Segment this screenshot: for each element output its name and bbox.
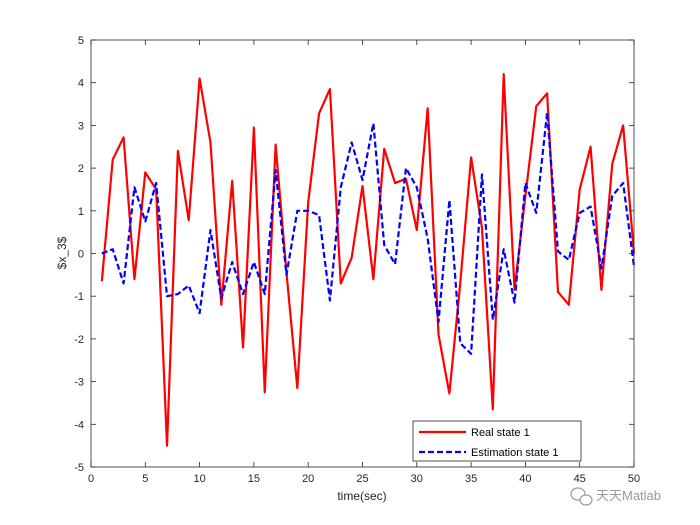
x-tick-label: 10 (193, 473, 205, 485)
y-tick-label: -2 (74, 334, 84, 346)
x-tick-label: 20 (302, 473, 314, 485)
x-tick-label: 30 (411, 473, 423, 485)
series-line-estimation-state (101, 111, 636, 355)
x-tick-label: 25 (356, 473, 368, 485)
y-tick-label: 2 (78, 163, 84, 175)
y-tick-label: 5 (78, 35, 84, 47)
y-tick-label: -1 (74, 291, 84, 303)
watermark: 天天Matlab (570, 487, 661, 506)
y-tick-label: -5 (74, 462, 84, 474)
y-tick-label: 1 (78, 206, 84, 218)
legend-label-real: Real state 1 (471, 427, 530, 439)
legend: Real state 1 Estimation state 1 (412, 420, 582, 462)
x-tick-label: 40 (519, 473, 531, 485)
wechat-icon (570, 487, 593, 506)
x-tick-label: 0 (88, 473, 94, 485)
plot-area (91, 40, 634, 467)
x-tick-label: 35 (465, 473, 477, 485)
y-tick-label: -3 (74, 377, 84, 389)
x-tick-label: 15 (248, 473, 260, 485)
x-axis-label: time(sec) (337, 489, 386, 503)
series-line-real-state (100, 73, 636, 447)
legend-box (412, 420, 582, 462)
y-tick-label: -4 (74, 419, 84, 431)
watermark-text: 天天Matlab (596, 488, 661, 503)
legend-label-estimation: Estimation state 1 (471, 447, 558, 459)
y-tick-label: 0 (78, 249, 84, 261)
x-tick-label: 50 (628, 473, 640, 485)
y-axis-label: $x_3$ (55, 236, 69, 269)
y-tick-label: 3 (78, 120, 84, 132)
x-tick-label: 5 (142, 473, 148, 485)
x-tick-label: 45 (574, 473, 586, 485)
series-layer (100, 73, 636, 447)
y-tick-label: 4 (78, 78, 84, 90)
